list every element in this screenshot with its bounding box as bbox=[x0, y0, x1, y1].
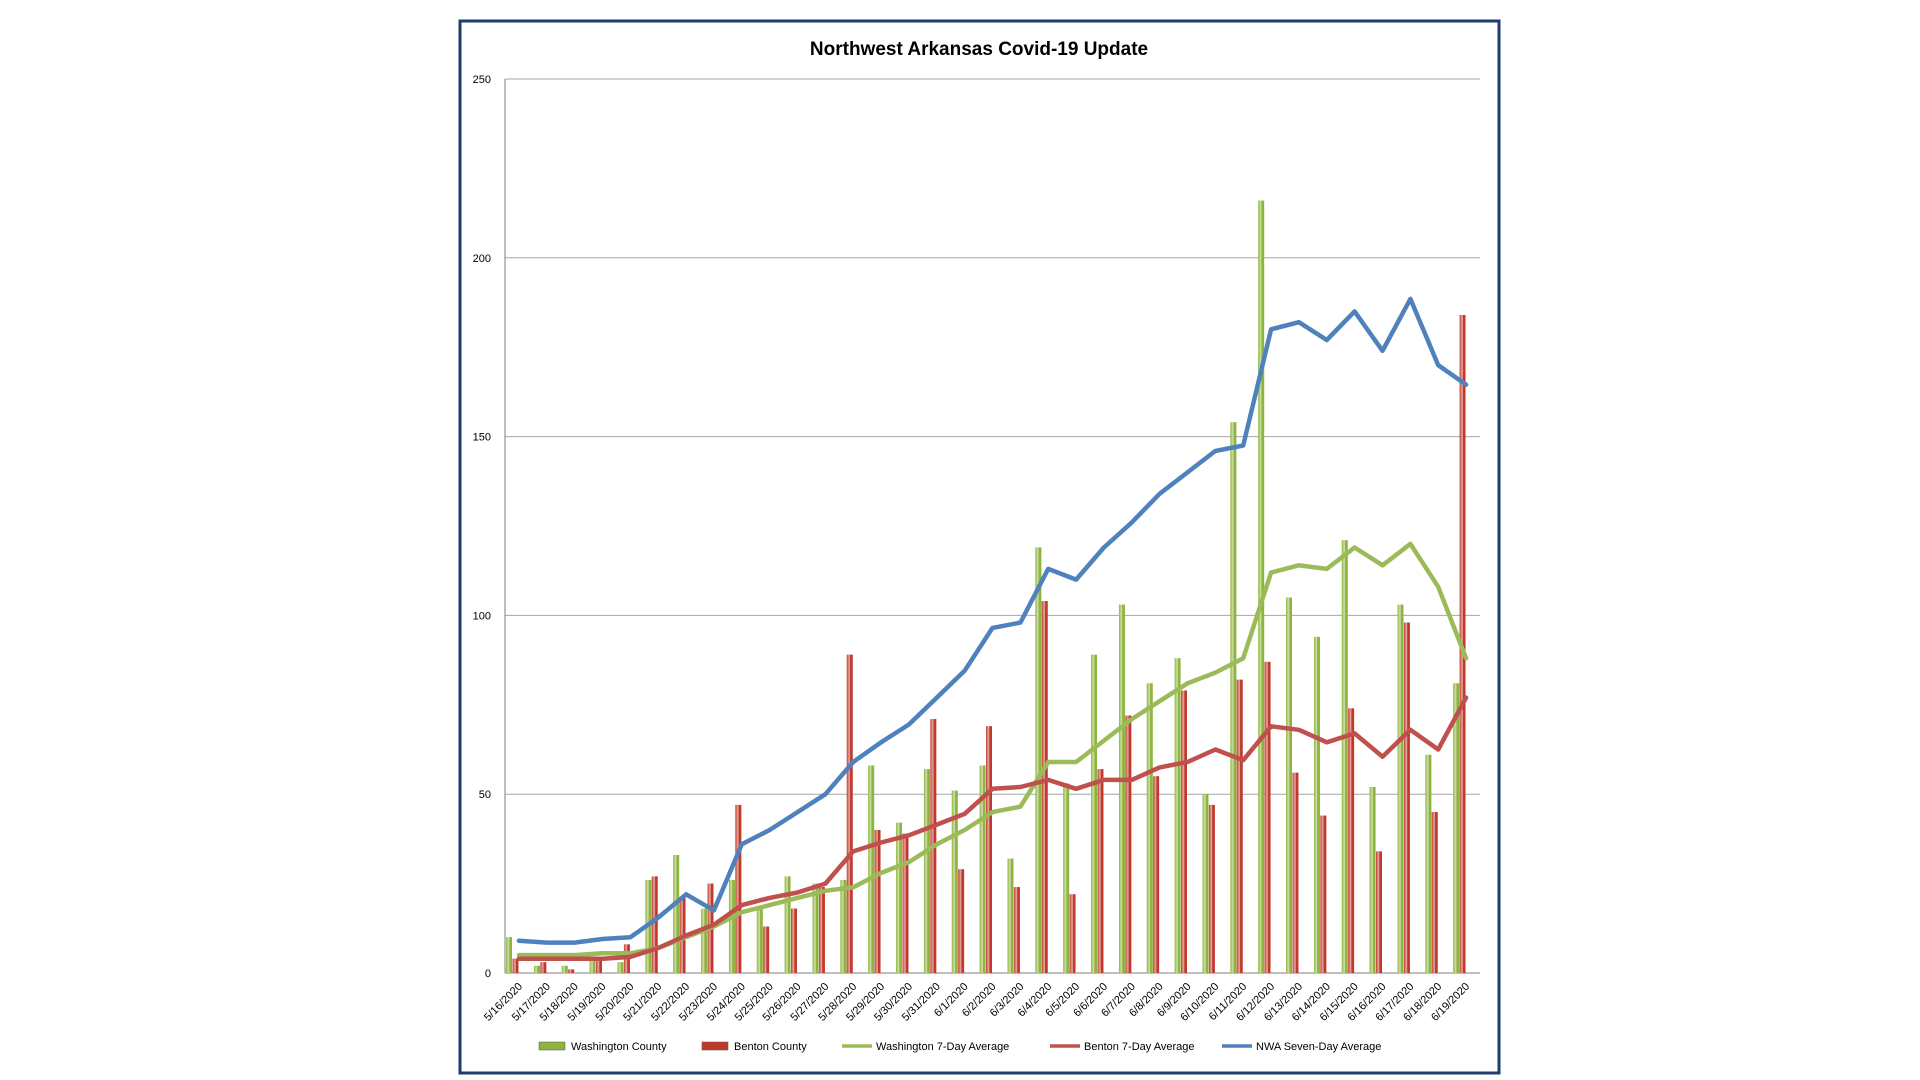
bar-highlight-benton-county bbox=[1125, 715, 1132, 973]
bar-highlight-washington-county bbox=[561, 965, 568, 973]
legend-item-benton-county: Benton County bbox=[701, 1041, 807, 1053]
bar-highlight-washington-county bbox=[896, 822, 902, 973]
bar-highlight-washington-county bbox=[1035, 547, 1042, 973]
bar-highlight-washington-county bbox=[1202, 794, 1209, 973]
y-tick-label: 100 bbox=[473, 610, 491, 622]
bar-highlight-washington-county bbox=[1397, 604, 1404, 973]
line-benton-7-day-average bbox=[516, 695, 1469, 961]
legend-item-benton-7-day-average: Benton 7-Day Average bbox=[1050, 1041, 1194, 1053]
bar-highlight-washington-county bbox=[923, 769, 930, 973]
bar-highlight-washington-county bbox=[1230, 422, 1237, 973]
y-tick-label: 50 bbox=[479, 789, 491, 801]
bar-highlight-washington-county bbox=[1453, 683, 1460, 973]
bar-highlight-washington-county bbox=[1425, 754, 1432, 973]
bar-highlight-benton-county bbox=[1348, 708, 1355, 973]
line-series bbox=[516, 296, 1469, 961]
bar-highlight-washington-county bbox=[506, 937, 512, 973]
bar-highlight-washington-county bbox=[812, 883, 819, 973]
bar-highlight-benton-county bbox=[735, 804, 742, 973]
bar-highlight-washington-county bbox=[1258, 200, 1265, 974]
bar-highlight-washington-county bbox=[1007, 858, 1014, 973]
bar-highlight-benton-county bbox=[1013, 887, 1020, 973]
bar-highlight-washington-county bbox=[617, 962, 624, 973]
bar-highlight-washington-county bbox=[589, 958, 596, 973]
bar-highlight-washington-county bbox=[1286, 597, 1292, 973]
bar-series bbox=[506, 200, 1466, 974]
legend-item-washington-county: Washington County bbox=[538, 1041, 667, 1053]
bar-highlight-washington-county bbox=[1146, 683, 1153, 973]
bar-highlight-benton-county bbox=[763, 926, 770, 973]
bar-highlight-benton-county bbox=[651, 876, 658, 973]
bar-highlight-washington-county bbox=[868, 765, 875, 973]
bar-highlight-washington-county bbox=[1174, 658, 1181, 973]
legend-item-washington-7-day-average: Washington 7-Day Average bbox=[842, 1041, 1009, 1053]
legend-label: Benton County bbox=[734, 1041, 807, 1053]
bar-highlight-washington-county bbox=[1091, 654, 1097, 973]
y-tick-label: 0 bbox=[485, 968, 491, 980]
y-tick-label: 250 bbox=[473, 74, 491, 86]
bar-highlight-benton-county bbox=[1208, 804, 1215, 973]
bar-highlight-benton-county bbox=[568, 969, 575, 973]
bar-highlight-washington-county bbox=[701, 908, 707, 973]
bar-highlight-benton-county bbox=[791, 908, 797, 973]
bar-highlight-benton-county bbox=[1181, 690, 1187, 973]
bar-highlight-benton-county bbox=[1264, 661, 1271, 973]
chart-title: Northwest Arkansas Covid-19 Update bbox=[810, 39, 1148, 60]
legend-label: NWA Seven-Day Average bbox=[1256, 1041, 1381, 1053]
bar-highlight-washington-county bbox=[756, 908, 763, 973]
bar-highlight-benton-county bbox=[846, 654, 853, 973]
bar-highlight-washington-county bbox=[728, 880, 735, 973]
legend-item-nwa-seven-day-average: NWA Seven-Day Average bbox=[1222, 1041, 1381, 1053]
bar-highlight-benton-county bbox=[1041, 601, 1048, 973]
bar-highlight-benton-county bbox=[540, 962, 547, 973]
bar-highlight-benton-county bbox=[1236, 679, 1243, 973]
bar-highlight-benton-county bbox=[1403, 622, 1410, 973]
bar-highlight-washington-county bbox=[1369, 787, 1376, 973]
bar-highlight-benton-county bbox=[1292, 772, 1299, 973]
legend: Washington County Benton County Washington… bbox=[538, 1041, 1381, 1053]
y-tick-label: 200 bbox=[473, 253, 491, 265]
bar-highlight-benton-county bbox=[1097, 769, 1104, 973]
bar-highlight-benton-county bbox=[596, 958, 602, 973]
legend-label: Washington County bbox=[571, 1041, 667, 1053]
bar-highlight-benton-county bbox=[1069, 894, 1076, 973]
bar-highlight-benton-county bbox=[1431, 812, 1438, 973]
bar-highlight-washington-county bbox=[1341, 540, 1348, 973]
legend-swatch bbox=[538, 1041, 566, 1051]
bar-highlight-washington-county bbox=[979, 765, 986, 973]
bar-highlight-washington-county bbox=[784, 876, 791, 973]
bar-highlight-benton-county bbox=[512, 958, 519, 973]
bar-highlight-washington-county bbox=[1118, 604, 1125, 973]
legend-swatch bbox=[701, 1041, 729, 1051]
bar-highlight-benton-county bbox=[1376, 851, 1382, 973]
bar-highlight-benton-county bbox=[1320, 815, 1327, 973]
bar-highlight-benton-county bbox=[958, 869, 965, 973]
bar-highlight-benton-county bbox=[874, 829, 881, 973]
y-axis: 0 50 100 150 200 250 bbox=[473, 74, 506, 980]
bar-highlight-benton-county bbox=[818, 887, 825, 973]
bar-highlight-washington-county bbox=[951, 790, 958, 973]
legend-label: Washington 7-Day Average bbox=[876, 1041, 1009, 1053]
bar-highlight-washington-county bbox=[533, 965, 540, 973]
bar-highlight-benton-county bbox=[902, 833, 909, 973]
bar-highlight-washington-county bbox=[1063, 783, 1070, 973]
bar-highlight-washington-county bbox=[673, 854, 680, 973]
bar-highlight-washington-county bbox=[1313, 636, 1320, 973]
bar-highlight-benton-county bbox=[1153, 776, 1160, 973]
legend-label: Benton 7-Day Average bbox=[1084, 1041, 1194, 1053]
bar-highlight-washington-county bbox=[840, 880, 847, 973]
bar-highlight-benton-county bbox=[986, 726, 992, 973]
line-nwa-seven-day-average bbox=[516, 296, 1469, 945]
y-tick-label: 150 bbox=[473, 432, 491, 444]
